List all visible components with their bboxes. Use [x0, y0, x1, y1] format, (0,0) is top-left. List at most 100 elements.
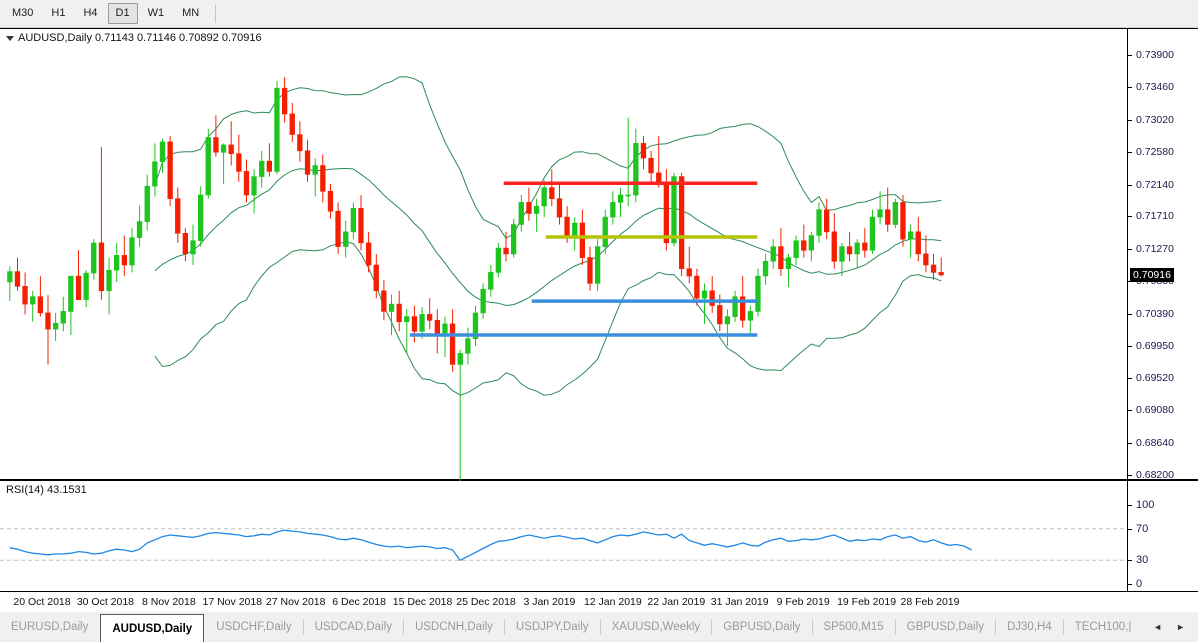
price-axis-label: 0.73020: [1136, 113, 1174, 126]
rsi-tick: [1127, 560, 1132, 562]
candle-body: [381, 290, 387, 312]
price-axis-label: 0.73900: [1136, 49, 1174, 61]
symbol-tab-divider: [503, 619, 505, 635]
price-tick: [1127, 216, 1132, 218]
tab-scroll-controls: ◄ ►: [1146, 612, 1198, 642]
candle-body: [564, 216, 570, 236]
bollinger-lower-band: [154, 241, 942, 396]
timeframe-button-d1[interactable]: D1: [107, 3, 138, 24]
rsi-header-label: RSI(14) 43.1531: [6, 484, 87, 496]
candle-body: [801, 240, 807, 251]
price-axis-label: 0.68640: [1136, 436, 1174, 449]
candle-body: [106, 269, 112, 292]
candlestick-series[interactable]: [7, 77, 944, 481]
candle-body: [686, 268, 692, 277]
symbol-tab-divider: [302, 619, 304, 635]
timeframe-button-h4[interactable]: H4: [83, 7, 98, 19]
price-tick: [1127, 475, 1132, 476]
candle-body: [587, 257, 593, 284]
candle-body: [350, 208, 356, 233]
price-tick: [1127, 377, 1132, 379]
candle-body: [37, 296, 43, 314]
candle-body: [60, 311, 66, 324]
candle-body: [98, 242, 105, 292]
rsi-chart-canvas[interactable]: [0, 481, 1128, 591]
price-tick: [1127, 184, 1132, 186]
scroll-left-arrow-icon[interactable]: ◄: [1153, 622, 1163, 632]
candle-body: [175, 198, 181, 234]
symbol-tab-dj30-h4[interactable]: DJ30,H4: [1006, 621, 1052, 633]
scroll-right-arrow-icon[interactable]: ►: [1176, 622, 1185, 632]
candle-body: [411, 316, 418, 332]
time-axis-label: 19 Feb 2019: [837, 596, 897, 608]
symbol-tab-divider: [599, 619, 601, 635]
price-tick: [1127, 87, 1132, 89]
candle-body: [7, 271, 13, 283]
candle-body: [755, 275, 761, 312]
timeframe-button-mn[interactable]: MN: [182, 7, 200, 19]
symbol-tab-eurusd-daily[interactable]: EURUSD,Daily: [11, 621, 89, 633]
price-axis-label: 0.68200: [1136, 469, 1174, 481]
candle-body: [228, 144, 234, 155]
symbol-tab-usdcad-daily[interactable]: USDCAD,Daily: [314, 621, 392, 633]
candle-body: [503, 247, 509, 255]
price-axis-label: 0.72580: [1136, 146, 1174, 159]
candle-body: [281, 87, 288, 115]
candle-body: [930, 264, 937, 273]
candle-body: [831, 231, 837, 262]
price-tick: [1127, 248, 1132, 250]
candle-body: [190, 240, 196, 255]
rsi-pane[interactable]: RSI(14) 43.1531 100 70 30 0: [0, 481, 1198, 591]
symbol-tab-usdjpy-daily[interactable]: USDJPY,Daily: [515, 621, 589, 633]
collapse-triangle-icon[interactable]: [6, 35, 14, 41]
timeframe-button-w1[interactable]: W1: [147, 7, 165, 19]
timeframe-button-m30[interactable]: M30: [12, 7, 34, 19]
symbol-tab-usdcnh-daily[interactable]: USDCNH,Daily: [414, 621, 493, 633]
candle-body: [136, 221, 143, 239]
rsi-line: [9, 529, 972, 562]
price-pane[interactable]: AUDUSD,Daily 0.71143 0.71146 0.70892 0.7…: [0, 29, 1198, 481]
time-axis-label: 3 Jan 2019: [523, 596, 576, 608]
time-axis-label: 15 Dec 2018: [392, 596, 453, 608]
price-tick: [1127, 410, 1132, 412]
symbol-tab-divider: [994, 619, 996, 635]
timeframe-button-h1[interactable]: H1: [51, 7, 66, 19]
candle-body: [129, 237, 135, 266]
symbol-tab-xauusd-weekly[interactable]: XAUUSD,Weekly: [611, 621, 701, 633]
timeframe-toolbar: M30 H1 H4 D1 W1 MN: [0, 0, 1198, 28]
time-axis-label: 31 Jan 2019: [710, 596, 769, 608]
price-axis-label: 0.71710: [1136, 210, 1174, 223]
candle-body: [823, 209, 830, 233]
candle-body: [289, 113, 295, 135]
time-axis-label: 6 Dec 2018: [332, 596, 386, 608]
candle-body: [877, 209, 883, 218]
price-tick: [1127, 346, 1132, 348]
price-axis-label: 0.72140: [1136, 178, 1174, 191]
candle-body: [770, 246, 776, 262]
candle-body: [449, 323, 456, 365]
symbol-tab-audusd-daily[interactable]: AUDUSD,Daily: [100, 614, 205, 642]
symbol-tab-gbpusd-daily[interactable]: GBPUSD,Daily: [906, 621, 984, 633]
price-chart-canvas[interactable]: [0, 29, 1128, 481]
time-axis[interactable]: 20 Oct 2018 30 Oct 2018 8 Nov 2018 17 Nov 2…: [0, 591, 1198, 612]
chart-header: AUDUSD,Daily 0.71143 0.71146 0.70892 0.7…: [6, 32, 262, 44]
candle-body: [114, 255, 120, 271]
symbol-tab-usdchf-daily[interactable]: USDCHF,Daily: [216, 621, 292, 633]
candle-body: [343, 231, 349, 247]
time-axis-label: 20 Oct 2018: [13, 596, 71, 608]
candle-body: [671, 176, 677, 244]
candle-body: [312, 165, 318, 175]
candle-body: [526, 202, 532, 214]
candle-body: [14, 271, 21, 287]
symbol-tab-tech100[interactable]: TECH100,|: [1074, 621, 1132, 633]
price-axis-label: 0.70390: [1136, 307, 1174, 320]
time-axis-label: 12 Jan 2019: [583, 596, 642, 608]
symbol-tab-gbpusd-daily[interactable]: GBPUSD,Daily: [723, 621, 801, 633]
candle-body: [724, 316, 731, 325]
candle-body: [892, 202, 898, 225]
symbol-tab-sp500-m15[interactable]: SP500,M15: [823, 621, 884, 633]
candle-body: [541, 187, 547, 207]
candle-body: [488, 272, 494, 290]
symbol-tab-divider: [894, 619, 896, 635]
candle-body: [434, 319, 440, 336]
